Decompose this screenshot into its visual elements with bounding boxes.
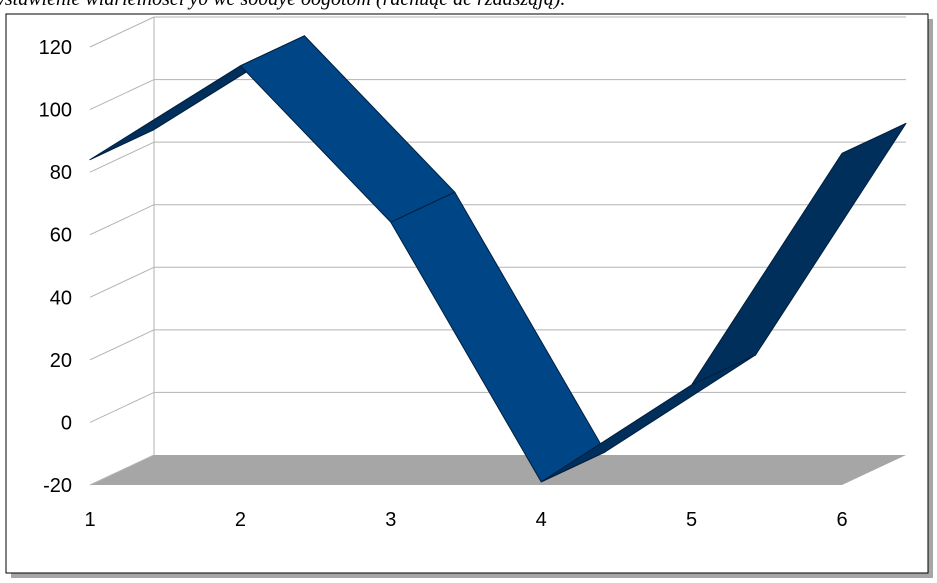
gridline-wall bbox=[89, 266, 155, 298]
x-tick-label: 1 bbox=[84, 509, 95, 531]
data-point bbox=[841, 152, 843, 154]
ribbon-segment bbox=[691, 122, 907, 386]
gridline-wall bbox=[89, 141, 155, 173]
x-tick-label: 6 bbox=[836, 509, 847, 531]
chart-caption: ystawienie wiarielności y0 wc so0aye oog… bbox=[0, 0, 565, 10]
data-point bbox=[390, 221, 392, 223]
gridline-wall bbox=[89, 204, 155, 236]
gridline-wall bbox=[89, 329, 155, 361]
gridline-wall bbox=[89, 79, 155, 111]
gridline-wall bbox=[89, 16, 155, 48]
data-point bbox=[239, 65, 241, 67]
x-tick-label: 4 bbox=[536, 509, 547, 531]
y-tick-label: -20 bbox=[43, 475, 72, 497]
gridline-wall bbox=[89, 454, 155, 486]
x-tick-label: 2 bbox=[235, 509, 246, 531]
y-tick-label: 100 bbox=[39, 100, 72, 122]
y-tick-label: 60 bbox=[50, 225, 72, 247]
data-point bbox=[89, 159, 91, 161]
y-tick-label: 20 bbox=[50, 350, 72, 372]
x-tick-label: 3 bbox=[385, 509, 396, 531]
y-tick-label: 120 bbox=[39, 37, 72, 59]
x-tick-label: 5 bbox=[686, 509, 697, 531]
y-tick-label: 80 bbox=[50, 162, 72, 184]
data-point bbox=[691, 384, 693, 386]
y-tick-label: 0 bbox=[61, 412, 72, 434]
chart-floor bbox=[90, 455, 906, 485]
gridline-wall bbox=[89, 391, 155, 423]
y-tick-label: 40 bbox=[50, 287, 72, 309]
data-point bbox=[540, 481, 542, 483]
